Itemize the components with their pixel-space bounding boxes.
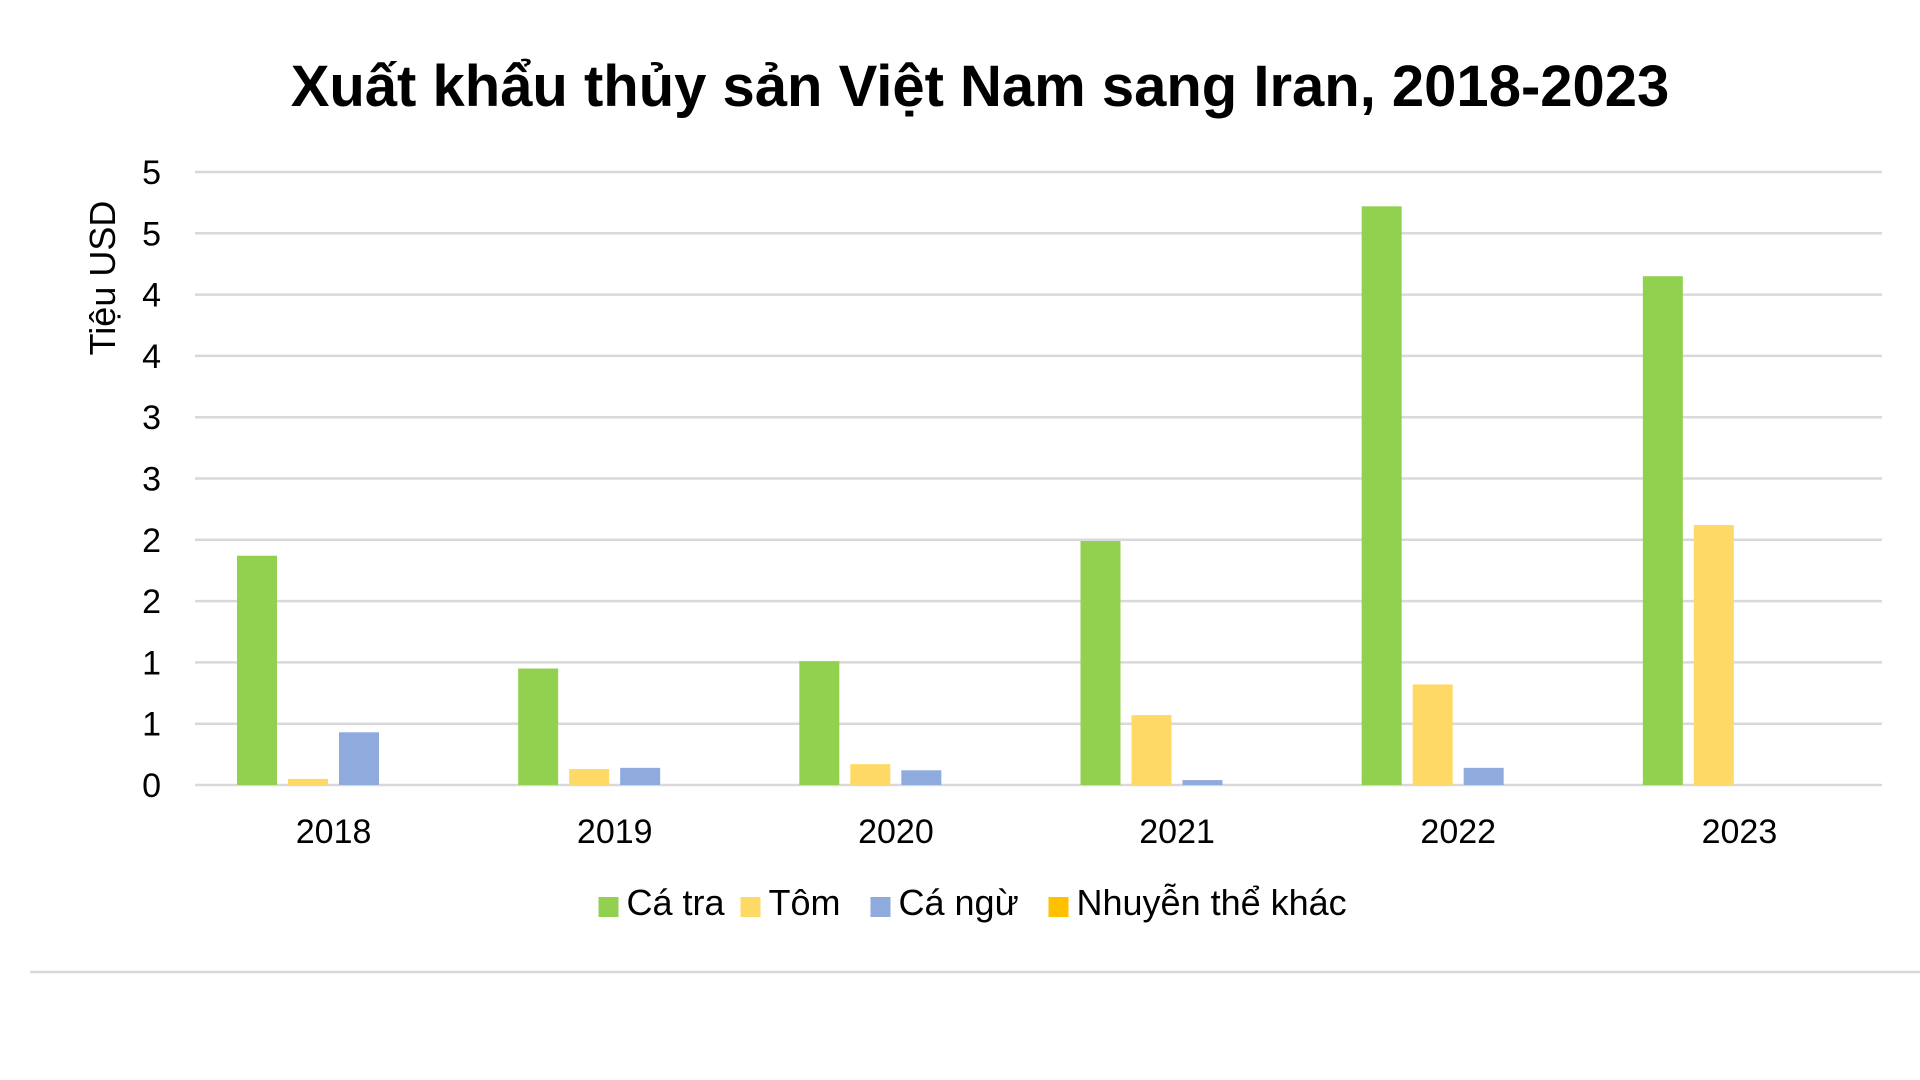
y-tick-label: 1 (142, 706, 161, 744)
bar (339, 732, 379, 785)
x-tick-label: 2020 (858, 813, 934, 851)
bar (1642, 276, 1683, 785)
legend-label: Nhuyễn thể khác (1077, 882, 1347, 923)
bar (237, 555, 277, 785)
x-tick-label: 2021 (1139, 813, 1215, 851)
legend-swatch (740, 897, 761, 917)
bars (237, 206, 1734, 785)
y-tick-label: 2 (142, 583, 161, 621)
x-tick-label: 2023 (1702, 813, 1778, 851)
legend-swatch (1048, 897, 1069, 917)
legend-swatch (870, 897, 891, 917)
bar (1080, 541, 1121, 785)
x-tick-label: 2022 (1420, 813, 1496, 851)
legend-label: Cá ngừ (899, 882, 1019, 923)
bar (1131, 715, 1172, 785)
bar (518, 668, 559, 785)
legend-swatch (598, 897, 619, 917)
bar (569, 769, 610, 785)
bar (288, 778, 328, 785)
legend-label: Cá tra (627, 882, 726, 923)
bar (620, 767, 661, 785)
gridlines (195, 170, 1882, 787)
y-tick-label: 0 (142, 767, 161, 805)
bar (1463, 767, 1504, 785)
y-axis-label: Tiệu USD (82, 201, 123, 356)
x-axis-ticks: 2018 2019 2020 2021 2022 2023 (296, 813, 1777, 851)
bar (1693, 525, 1734, 785)
y-tick-label: 4 (142, 338, 161, 376)
y-tick-label: 4 (142, 277, 161, 315)
y-tick-label: 5 (142, 154, 161, 192)
bar (901, 770, 942, 785)
y-axis-ticks: 0 1 1 2 2 3 3 4 4 5 5 (142, 154, 161, 805)
y-tick-label: 3 (142, 461, 161, 499)
chart-title: Xuất khẩu thủy sản Việt Nam sang Iran, 2… (291, 54, 1670, 119)
bar (1182, 780, 1223, 785)
bar (1412, 684, 1453, 785)
x-tick-label: 2019 (577, 813, 653, 851)
y-tick-label: 3 (142, 399, 161, 437)
legend-label: Tôm (769, 882, 841, 923)
bar (799, 661, 840, 785)
bar (1361, 206, 1402, 785)
x-tick-label: 2018 (296, 813, 372, 851)
y-tick-label: 2 (142, 522, 161, 560)
bar (850, 764, 891, 785)
legend: Cá tra Tôm Cá ngừ Nhuyễn thể khác (598, 882, 1347, 923)
y-tick-label: 5 (142, 215, 161, 253)
y-tick-label: 1 (142, 644, 161, 682)
